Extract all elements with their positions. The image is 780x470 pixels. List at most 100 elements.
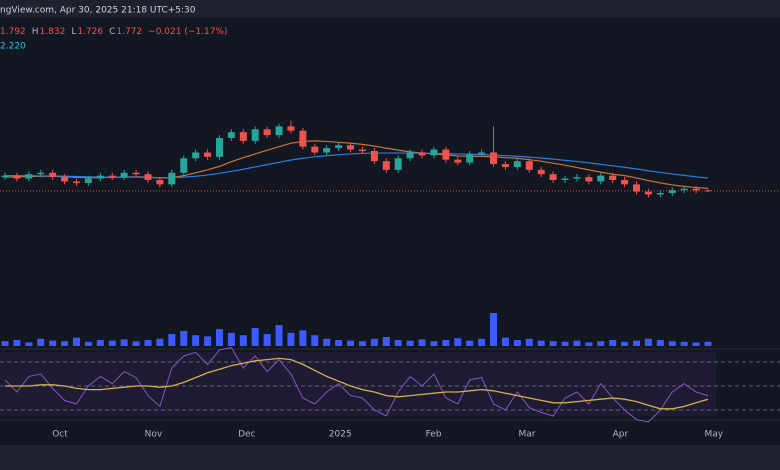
candle-body [347,145,355,150]
x-tick-label: Nov [145,430,163,440]
volume-bar [382,337,390,346]
volume-bar [442,340,450,346]
volume-bar [37,338,45,346]
candle-body [430,149,438,156]
volume-bar [215,329,223,346]
candle-body [204,152,212,157]
candle-body [644,191,652,195]
volume-bar [561,341,569,346]
candle-body [227,132,235,138]
candle-body [37,172,45,175]
candle-body [668,190,676,194]
volume-bar [239,335,247,346]
volume-bar [454,338,462,346]
x-tick-label: Mar [519,430,536,440]
candle-body [585,177,593,182]
candle-body [263,129,271,136]
volume-bar [573,340,581,346]
ohlc-part: H [32,27,39,37]
candle-body [287,126,295,131]
candle-body [1,175,9,178]
volume-bar [61,341,69,346]
candle-body [239,132,247,141]
volume-bar [633,340,641,346]
candle-body [335,145,343,149]
volume-bar [144,340,152,346]
volume-bar [644,338,652,346]
candle-body [573,177,581,179]
volume-bar [680,341,688,346]
candle-body [156,180,164,185]
x-tick-label: 2025 [329,430,352,440]
candle-body [84,178,92,183]
candle-body [561,178,569,180]
ohlc-part: 1.832 [40,27,66,37]
candle-body [251,129,259,141]
candle-body [501,164,509,167]
volume-bar [25,342,33,346]
volume-bar [668,341,676,346]
candle-body [466,153,474,163]
volume-bar [370,338,378,346]
x-tick-label: Dec [238,430,255,440]
volume-bar [692,342,700,346]
candle-body [323,148,331,153]
volume-bar [49,340,57,346]
volume-bar [275,325,283,346]
candle-body [692,188,700,191]
candle-body [370,151,378,162]
ohlc-part: 1.772 [116,27,142,37]
volume-bar [704,341,712,346]
volume-bar [537,340,545,346]
candle-body [215,137,223,157]
x-tick-label: May [704,430,723,440]
candle-body [621,180,629,185]
candle-body [311,146,319,153]
volume-bar [501,337,509,346]
volume-bar [299,330,307,346]
header-source: ngView.com, Apr 30, 2025 21:18 UTC+5:30 [0,6,196,16]
candle-body [490,152,498,165]
moving-average [5,152,709,179]
ohlc-part: −0.021 (−1.17%) [148,27,227,37]
candle-body [72,181,80,183]
ohlc-part: L [71,27,76,37]
volume-bar [96,340,104,346]
volume-bar [597,341,605,346]
candle-body [609,175,617,180]
candle-body [537,169,545,175]
candle-body [299,130,307,147]
volume-bar [621,341,629,346]
candle-body [680,188,688,191]
volume-bar [311,335,319,346]
volume-bar [406,340,414,346]
x-tick-label: Oct [52,430,68,440]
ohlc-part: C [109,27,115,37]
volume-bar [251,328,259,346]
candle-body [406,152,414,159]
bottom-bar [0,445,780,470]
candle-body [13,175,21,179]
volume-bar [168,334,176,346]
candle-body [513,161,521,167]
volume-bar [72,337,80,346]
ohlc-part: 1.726 [77,27,103,37]
candle-body [358,149,366,152]
volume-bar [585,342,593,346]
volume-bar [1,341,9,346]
candle-body [49,172,57,178]
candle-body [418,152,426,156]
volume-bar [287,332,295,346]
candle-body [382,161,390,170]
x-tick-label: Feb [426,430,442,440]
candle-body [132,172,140,175]
volume-bar [13,340,21,346]
volume-bar [347,340,355,346]
candle-body [442,149,450,160]
volume-bar [513,340,521,346]
candle-body [96,175,104,179]
volume-bar [120,339,128,346]
volume-bar [335,340,343,346]
